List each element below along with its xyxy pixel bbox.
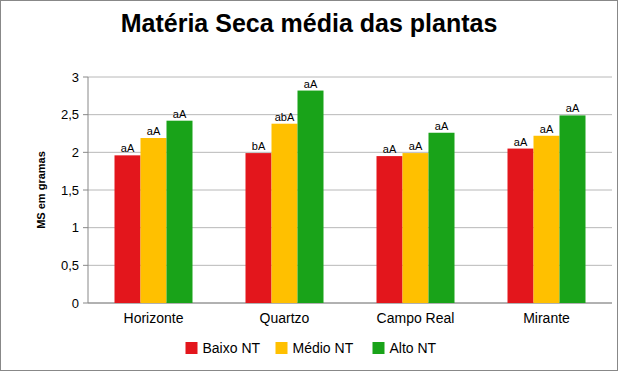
legend-label: Alto NT: [390, 340, 437, 356]
significance-label: aA: [566, 102, 580, 114]
tick-label: 0: [72, 296, 79, 311]
title: Matéria Seca média das plantas: [121, 9, 498, 37]
significance-label: bA: [252, 140, 266, 152]
category-label: Campo Real: [377, 310, 455, 326]
tick-mark: [83, 114, 88, 115]
grid-line: [88, 114, 612, 115]
bar: [272, 124, 298, 303]
legend-swatch: [186, 342, 198, 354]
bar: [534, 136, 560, 303]
category-label: Horizonte: [124, 310, 184, 326]
bar: [115, 155, 141, 303]
significance-label: aA: [121, 142, 135, 154]
legend-label: Baixo NT: [203, 340, 261, 356]
tick-label: 2,5: [61, 107, 79, 122]
chart-frame: [1, 1, 618, 371]
y-axis-line: [88, 77, 89, 303]
bar: [246, 153, 272, 303]
y-axis-label: MS em gramas: [35, 151, 47, 229]
significance-label: aA: [514, 136, 528, 148]
category-label: Mirante: [523, 310, 570, 326]
grid-line: [88, 77, 612, 78]
tick-mark: [83, 227, 88, 228]
tick-label: 1,5: [61, 183, 79, 198]
significance-label: aA: [173, 108, 187, 120]
category-label: Quartzo: [260, 310, 310, 326]
bars: [115, 91, 586, 303]
tick-mark: [83, 77, 88, 78]
bar: [429, 133, 455, 303]
tick-label: 3: [72, 70, 79, 85]
tick-mark: [83, 265, 88, 266]
tick-label: 1: [72, 220, 79, 235]
legend: Baixo NT Médio NT Alto NT: [186, 340, 437, 356]
chart: Matéria Seca média das plantas MS em gram…: [0, 0, 618, 371]
tick-label: 0,5: [61, 258, 79, 273]
significance-label: abA: [275, 111, 295, 123]
bar: [298, 91, 324, 303]
tick-mark: [83, 190, 88, 191]
tick-label: 2: [72, 145, 79, 160]
significance-label: aA: [383, 143, 397, 155]
legend-label: Médio NT: [293, 340, 354, 356]
significance-label: aA: [435, 120, 449, 132]
bar: [508, 149, 534, 303]
legend-swatch: [276, 342, 288, 354]
bar-labels: aA aA aA bA abA aA aA aA aA aA aA aA: [121, 78, 580, 156]
bar: [141, 138, 167, 303]
tick-mark: [83, 303, 88, 304]
significance-label: aA: [147, 125, 161, 137]
bar: [560, 115, 586, 303]
legend-swatch: [373, 342, 385, 354]
significance-label: aA: [540, 123, 554, 135]
bar: [377, 156, 403, 303]
significance-label: aA: [304, 78, 318, 90]
tick-mark: [83, 152, 88, 153]
bar: [403, 153, 429, 303]
bar: [167, 121, 193, 303]
significance-label: aA: [409, 140, 423, 152]
